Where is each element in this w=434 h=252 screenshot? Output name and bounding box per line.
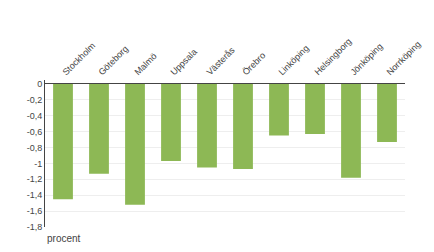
svg-text:Norrköping: Norrköping [385, 39, 423, 77]
svg-text:-0,4: -0,4 [27, 111, 43, 121]
svg-text:Örebro: Örebro [241, 50, 268, 77]
svg-text:Malmö: Malmö [133, 51, 159, 77]
svg-text:Stockholm: Stockholm [61, 41, 98, 78]
svg-text:Linköping: Linköping [277, 43, 311, 77]
svg-text:-1,8: -1,8 [27, 222, 43, 232]
svg-text:Västerås: Västerås [205, 45, 238, 78]
svg-text:-1: -1 [34, 159, 42, 169]
svg-text:0: 0 [37, 79, 42, 89]
svg-text:Uppsala: Uppsala [169, 47, 199, 77]
svg-text:-1,4: -1,4 [27, 190, 43, 200]
svg-text:-1,2: -1,2 [27, 174, 43, 184]
svg-text:Göteborg: Göteborg [97, 44, 131, 78]
svg-text:-0,8: -0,8 [27, 143, 43, 153]
svg-text:procent: procent [47, 233, 81, 244]
svg-text:-0,2: -0,2 [27, 95, 43, 105]
svg-text:Jönköping: Jönköping [349, 41, 385, 77]
svg-text:Helsingborg: Helsingborg [313, 36, 354, 77]
svg-text:-0,6: -0,6 [27, 127, 43, 137]
svg-text:-1,6: -1,6 [27, 206, 43, 216]
